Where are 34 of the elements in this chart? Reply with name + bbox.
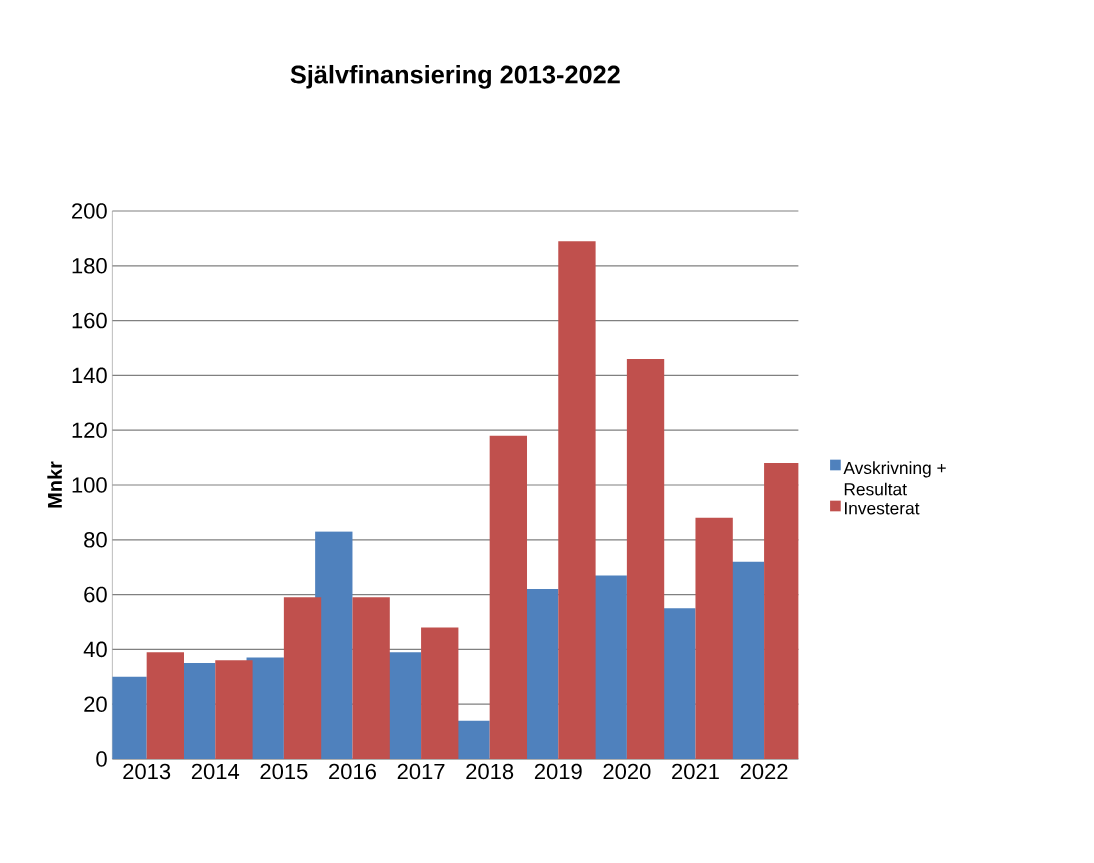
x-tick-label: 2018 — [466, 763, 514, 780]
y-tick-label: 160 — [72, 312, 107, 329]
x-tick-label: 2022 — [740, 763, 788, 780]
bar — [283, 597, 322, 759]
bar — [146, 652, 184, 759]
legend-label: Avskrivning + Resultat — [843, 461, 946, 496]
bar — [215, 660, 253, 759]
x-tick-label: 2016 — [329, 763, 376, 780]
y-tick-label: 140 — [72, 367, 107, 384]
y-axis-title: Mnkr — [47, 461, 62, 508]
x-tick-label: 2020 — [603, 763, 651, 780]
y-tick-label: 120 — [72, 422, 107, 438]
x-tick-label: 2013 — [123, 763, 171, 780]
bar — [421, 627, 459, 759]
bar — [558, 241, 596, 759]
y-tick-label: 80 — [84, 532, 107, 548]
bar — [489, 435, 528, 759]
y-tick-label: 20 — [84, 696, 107, 712]
y-tick-label: 0 — [96, 751, 107, 767]
y-tick-label: 180 — [72, 257, 107, 274]
x-tick-label: 2021 — [672, 763, 719, 780]
x-tick-label: 2014 — [191, 763, 240, 780]
y-tick-label: 100 — [72, 477, 107, 493]
bar — [695, 517, 733, 759]
y-tick-label: 200 — [72, 203, 107, 219]
x-tick-label: 2017 — [397, 763, 445, 780]
legend-label: Investerat — [845, 502, 920, 515]
chart-title: Självfinansiering 2013-2022 — [290, 64, 620, 89]
bar — [352, 597, 390, 759]
y-tick-label: 60 — [84, 586, 107, 603]
y-tick-label: 40 — [83, 641, 107, 658]
bar — [626, 358, 665, 759]
x-tick-label: 2019 — [534, 763, 582, 780]
x-tick-label: 2015 — [260, 763, 308, 780]
